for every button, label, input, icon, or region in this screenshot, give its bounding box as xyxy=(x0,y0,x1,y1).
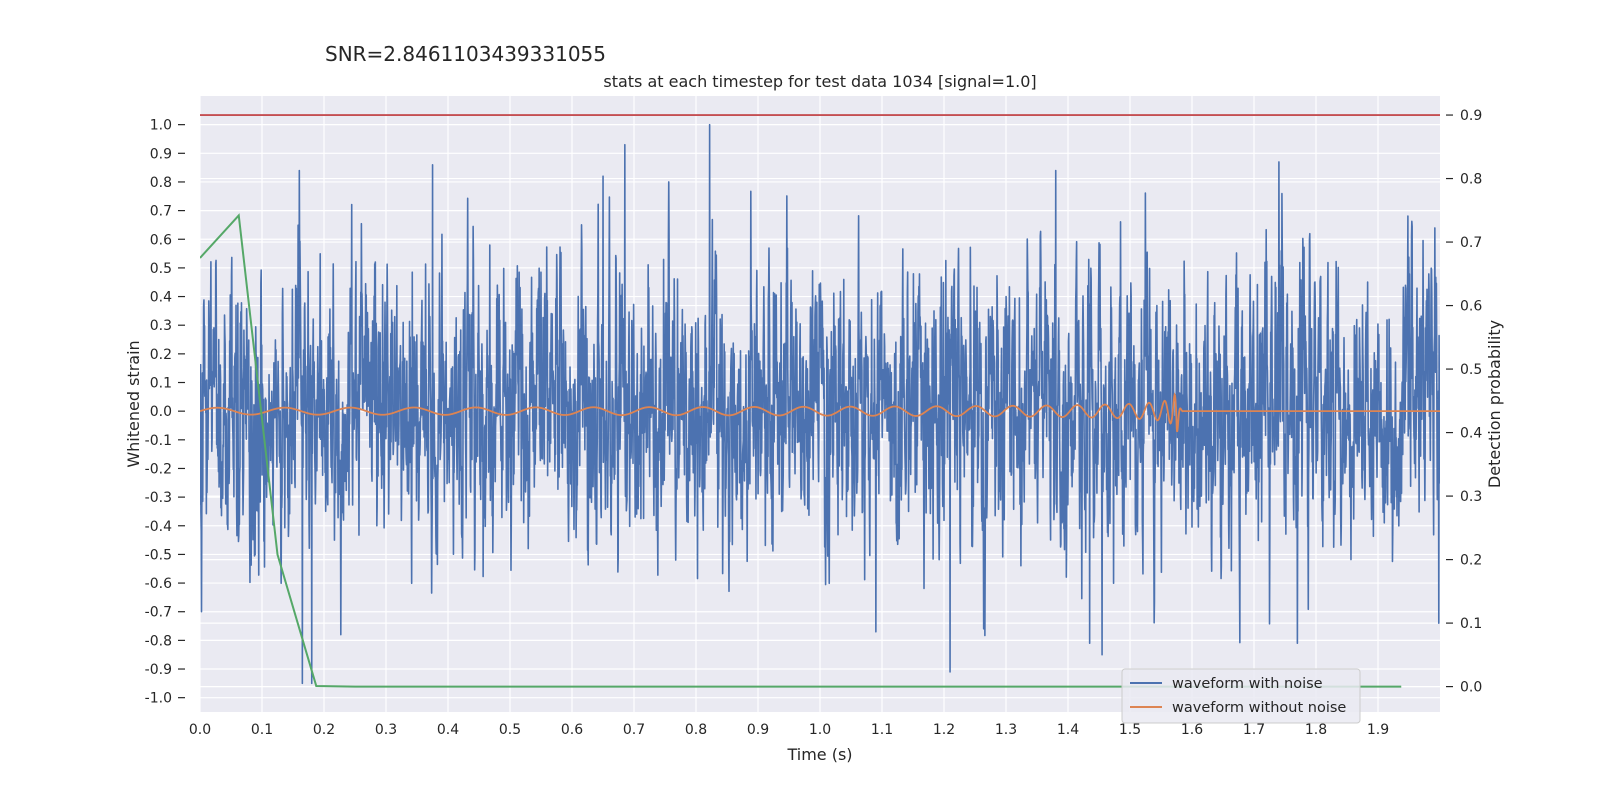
y-tick-label: -0.4 xyxy=(145,519,172,535)
y-tick-label: -0.2 xyxy=(145,461,172,477)
y2-axis-ticks: 0.9 0.8 0.7 0.6 0.5 0.4 0.3 0.2 0.1 0.0 xyxy=(1446,108,1482,696)
y-axis-ticks: 1.0 0.9 0.8 0.7 0.6 0.5 0.4 0.3 0.2 0.1 0.0 -0.1 -0.… xyxy=(145,118,185,707)
x-tick-label: 1.8 xyxy=(1305,722,1327,738)
x-tick-label: 1.0 xyxy=(809,722,831,738)
y2-tick-label: 0.7 xyxy=(1460,235,1482,251)
x-tick-label: 0.7 xyxy=(623,722,645,738)
y-tick-label: -0.3 xyxy=(145,490,172,506)
x-tick-label: 1.3 xyxy=(995,722,1017,738)
y-tick-label: 0.3 xyxy=(150,318,172,334)
y2-tick-label: 0.5 xyxy=(1460,362,1482,378)
y-tick-label: 0.5 xyxy=(150,261,172,277)
x-tick-label: 0.0 xyxy=(189,722,211,738)
y2-tick-label: 0.6 xyxy=(1460,299,1482,315)
x-tick-label: 1.5 xyxy=(1119,722,1141,738)
y-tick-label: -0.7 xyxy=(145,605,172,621)
x-tick-label: 0.9 xyxy=(747,722,769,738)
legend: waveform with noise waveform without noi… xyxy=(1121,668,1361,724)
y-tick-label: 0.0 xyxy=(150,404,172,420)
y2-tick-label: 0.0 xyxy=(1460,680,1482,696)
legend-label-clean: waveform without noise xyxy=(1172,700,1346,716)
y2-tick-label: 0.1 xyxy=(1460,616,1482,632)
y2-tick-label: 0.9 xyxy=(1460,108,1482,124)
y-tick-label: 0.8 xyxy=(150,175,172,191)
y-tick-label: 1.0 xyxy=(150,118,172,134)
series-waveform-with-noise xyxy=(200,123,1440,685)
y-tick-label: -0.5 xyxy=(145,547,172,563)
x-tick-label: 1.2 xyxy=(933,722,955,738)
y-tick-label: -1.0 xyxy=(145,691,172,707)
y-axis-label: Whitened strain xyxy=(124,340,143,467)
legend-frame xyxy=(1121,668,1361,724)
y-tick-label: -0.1 xyxy=(145,433,172,449)
legend-label-noise: waveform with noise xyxy=(1172,676,1323,692)
y-tick-label: 0.2 xyxy=(150,347,172,363)
y-tick-label: 0.9 xyxy=(150,146,172,162)
x-tick-label: 1.1 xyxy=(871,722,893,738)
y2-axis-label: Detection probability xyxy=(1485,320,1504,488)
y-tick-label: 0.6 xyxy=(150,232,172,248)
y2-tick-label: 0.3 xyxy=(1460,489,1482,505)
y2-tick-label: 0.4 xyxy=(1460,426,1482,442)
chart-title: stats at each timestep for test data 103… xyxy=(603,72,1036,91)
y2-tick-label: 0.8 xyxy=(1460,172,1482,188)
y-tick-label: 0.4 xyxy=(150,290,172,306)
x-axis-label: Time (s) xyxy=(786,745,852,764)
x-tick-label: 1.6 xyxy=(1181,722,1203,738)
x-tick-label: 0.4 xyxy=(437,722,459,738)
x-tick-label: 0.6 xyxy=(561,722,583,738)
y-tick-label: 0.1 xyxy=(150,376,172,392)
y-tick-label: -0.9 xyxy=(145,662,172,678)
x-tick-label: 1.9 xyxy=(1367,722,1389,738)
x-tick-label: 0.2 xyxy=(313,722,335,738)
x-tick-label: 1.4 xyxy=(1057,722,1079,738)
x-axis-ticks: 0.0 0.1 0.2 0.3 0.4 0.5 0.6 0.7 0.8 0.9 1.0 1.1 1.2 1… xyxy=(189,722,1389,738)
y2-tick-label: 0.2 xyxy=(1460,553,1482,569)
series-waveform-without-noise xyxy=(200,392,1440,433)
x-tick-label: 0.1 xyxy=(251,722,273,738)
x-tick-label: 1.7 xyxy=(1243,722,1265,738)
y-tick-label: -0.8 xyxy=(145,633,172,649)
suptitle: SNR=2.8461103439331055 xyxy=(325,42,606,66)
x-tick-label: 0.3 xyxy=(375,722,397,738)
x-tick-label: 0.5 xyxy=(499,722,521,738)
x-tick-label: 0.8 xyxy=(685,722,707,738)
y-tick-label: -0.6 xyxy=(145,576,172,592)
y-tick-label: 0.7 xyxy=(150,204,172,220)
